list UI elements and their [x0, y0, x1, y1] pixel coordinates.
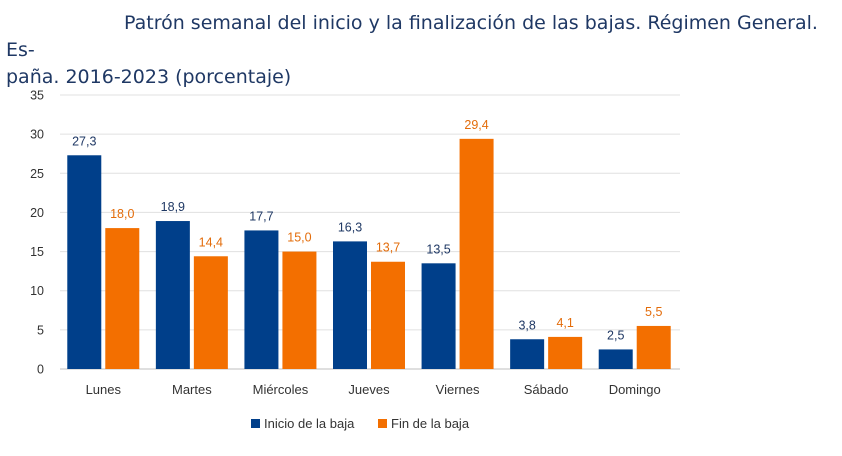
data-label: 4,1: [556, 316, 573, 330]
data-label: 2,5: [607, 328, 624, 342]
y-tick-label: 0: [37, 363, 44, 377]
legend-label: Fin de la baja: [391, 416, 470, 431]
bar: [421, 263, 456, 369]
chart-title: Patrón semanal del inicio y la finalizac…: [6, 10, 826, 91]
legend-swatch: [251, 419, 260, 428]
y-tick-label: 30: [30, 128, 44, 142]
x-tick-label: Sábado: [524, 382, 569, 397]
bar: [371, 261, 405, 369]
data-label: 13,7: [376, 241, 400, 255]
bar: [193, 256, 228, 369]
data-label: 3,8: [518, 318, 535, 332]
data-label: 15,0: [287, 231, 311, 245]
x-tick-label: Martes: [172, 382, 212, 397]
bar: [548, 336, 583, 369]
data-label: 17,7: [249, 209, 273, 223]
bar: [459, 138, 494, 369]
data-label: 29,4: [464, 118, 488, 132]
bar: [510, 339, 545, 369]
x-tick-label: Miércoles: [253, 382, 309, 397]
x-tick-label: Jueves: [348, 382, 390, 397]
legend-swatch: [378, 419, 387, 428]
legend-label: Inicio de la baja: [264, 416, 355, 431]
data-label: 5,5: [645, 305, 662, 319]
data-label: 18,0: [110, 207, 134, 221]
data-label: 18,9: [161, 200, 185, 214]
data-label: 14,4: [199, 235, 223, 249]
y-tick-label: 10: [30, 284, 44, 298]
x-tick-label: Viernes: [436, 382, 480, 397]
x-tick-label: Lunes: [86, 382, 122, 397]
bar: [333, 241, 367, 369]
y-tick-label: 25: [30, 167, 44, 181]
y-tick-label: 15: [30, 245, 44, 259]
data-label: 16,3: [338, 220, 362, 234]
bar: [282, 251, 317, 369]
bar: [636, 325, 671, 369]
chart-title-line-2: paña. 2016-2023 (porcentaje): [6, 66, 292, 88]
bar: [155, 221, 190, 369]
x-tick-label: Domingo: [609, 382, 661, 397]
data-label: 27,3: [72, 134, 96, 148]
y-tick-label: 5: [37, 323, 44, 337]
y-tick-label: 35: [30, 89, 44, 103]
chart-title-line-1: Patrón semanal del inicio y la finalizac…: [6, 12, 818, 61]
y-tick-label: 20: [30, 206, 44, 220]
bar: [244, 230, 279, 369]
bar: [598, 349, 633, 369]
bar: [105, 228, 140, 369]
bar: [67, 155, 102, 369]
data-label: 13,5: [426, 242, 450, 256]
